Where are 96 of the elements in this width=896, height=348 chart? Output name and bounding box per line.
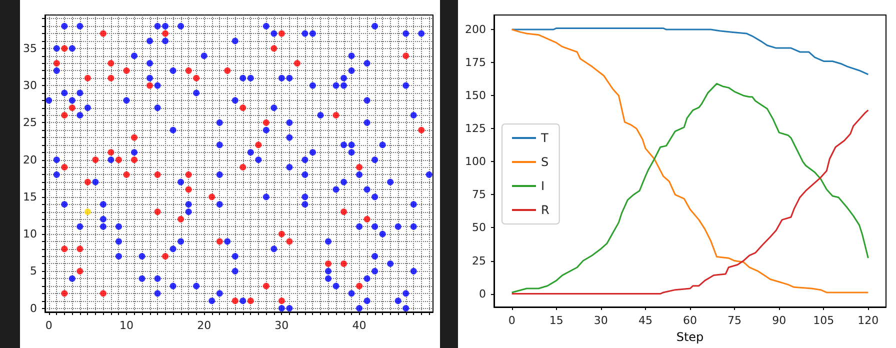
- point: [123, 171, 130, 178]
- point: [232, 298, 238, 304]
- point: [216, 238, 223, 245]
- point: [278, 230, 285, 238]
- y-tick-label: 0: [30, 302, 37, 315]
- y-tick-label: 175: [465, 56, 486, 70]
- point: [108, 60, 114, 67]
- point: [240, 104, 246, 112]
- y-tick-label: 0: [479, 287, 486, 300]
- point: [61, 164, 68, 170]
- point: [418, 126, 425, 134]
- point: [100, 290, 106, 297]
- point: [224, 67, 231, 74]
- x-tick-label: 0: [508, 314, 516, 327]
- point: [53, 60, 60, 67]
- x-tick-label: 60: [683, 314, 697, 327]
- y-tick-label: 25: [472, 254, 486, 268]
- point: [324, 260, 332, 267]
- point: [162, 30, 169, 37]
- point: [332, 112, 340, 118]
- y-tick-label: 15: [22, 190, 37, 204]
- x-tick-label: 45: [638, 314, 652, 327]
- legend-label: R: [541, 203, 550, 217]
- point: [76, 246, 84, 252]
- point: [240, 164, 246, 170]
- x-tick-label: 90: [772, 314, 786, 327]
- point: [402, 52, 410, 60]
- point: [130, 134, 138, 141]
- point: [356, 164, 363, 170]
- x-axis-title: Step: [676, 330, 704, 344]
- point: [76, 268, 84, 274]
- x-tick-label: 75: [728, 314, 742, 327]
- x-tick-label: 120: [858, 314, 879, 327]
- line-series: [511, 27, 869, 76]
- point: [364, 216, 370, 222]
- point: [84, 74, 91, 82]
- y-tick-label: 75: [472, 188, 486, 202]
- y-tick-label: 20: [22, 153, 37, 166]
- x-tick-label: 30: [594, 314, 608, 327]
- point: [340, 260, 348, 267]
- point: [185, 186, 192, 193]
- point: [193, 74, 200, 82]
- y-tick-label: 5: [30, 264, 37, 278]
- point: [61, 45, 68, 52]
- point: [278, 30, 285, 37]
- point: [123, 67, 130, 74]
- legend-label: T: [540, 131, 549, 145]
- x-tick-label: 20: [197, 319, 212, 332]
- point: [178, 216, 184, 222]
- point: [278, 298, 285, 304]
- x-tick-label: 10: [119, 319, 134, 332]
- point: [270, 45, 278, 52]
- point: [92, 156, 99, 164]
- point: [162, 253, 169, 260]
- point: [100, 30, 106, 37]
- point: [61, 112, 68, 118]
- y-tick-label: 25: [22, 116, 37, 130]
- x-tick-label: 40: [352, 319, 366, 332]
- point: [84, 178, 91, 186]
- y-tick-label: 125: [465, 122, 486, 136]
- x-tick-label: 0: [45, 319, 52, 332]
- point: [247, 298, 254, 304]
- point: [154, 171, 161, 178]
- point: [255, 142, 262, 148]
- x-tick-label: 105: [813, 314, 834, 327]
- point: [185, 171, 192, 178]
- y-tick-label: 200: [465, 23, 486, 36]
- x-tick-label: 15: [549, 314, 564, 327]
- point: [154, 208, 161, 216]
- point: [146, 82, 154, 89]
- y-tick-label: 35: [22, 42, 37, 55]
- point: [130, 156, 138, 164]
- y-tick-label: 10: [22, 228, 37, 241]
- point: [108, 74, 114, 82]
- point: [294, 60, 300, 67]
- y-tick-label: 150: [465, 89, 486, 102]
- y-tick-label: 30: [22, 79, 37, 92]
- point: [340, 208, 348, 216]
- point: [108, 149, 114, 156]
- y-tick-label: 50: [472, 221, 486, 234]
- point: [262, 282, 270, 290]
- point: [208, 194, 216, 200]
- point: [115, 156, 122, 164]
- legend-label: S: [541, 155, 549, 169]
- x-tick-label: 30: [274, 319, 289, 332]
- point: [262, 119, 270, 126]
- point: [286, 238, 293, 245]
- point: [61, 246, 68, 252]
- line-series: [511, 28, 869, 294]
- legend-label: I: [541, 179, 545, 193]
- point: [185, 67, 192, 74]
- point: [84, 208, 91, 216]
- point: [68, 104, 76, 112]
- point: [356, 282, 363, 290]
- y-tick-label: 100: [465, 155, 486, 168]
- point: [61, 290, 68, 297]
